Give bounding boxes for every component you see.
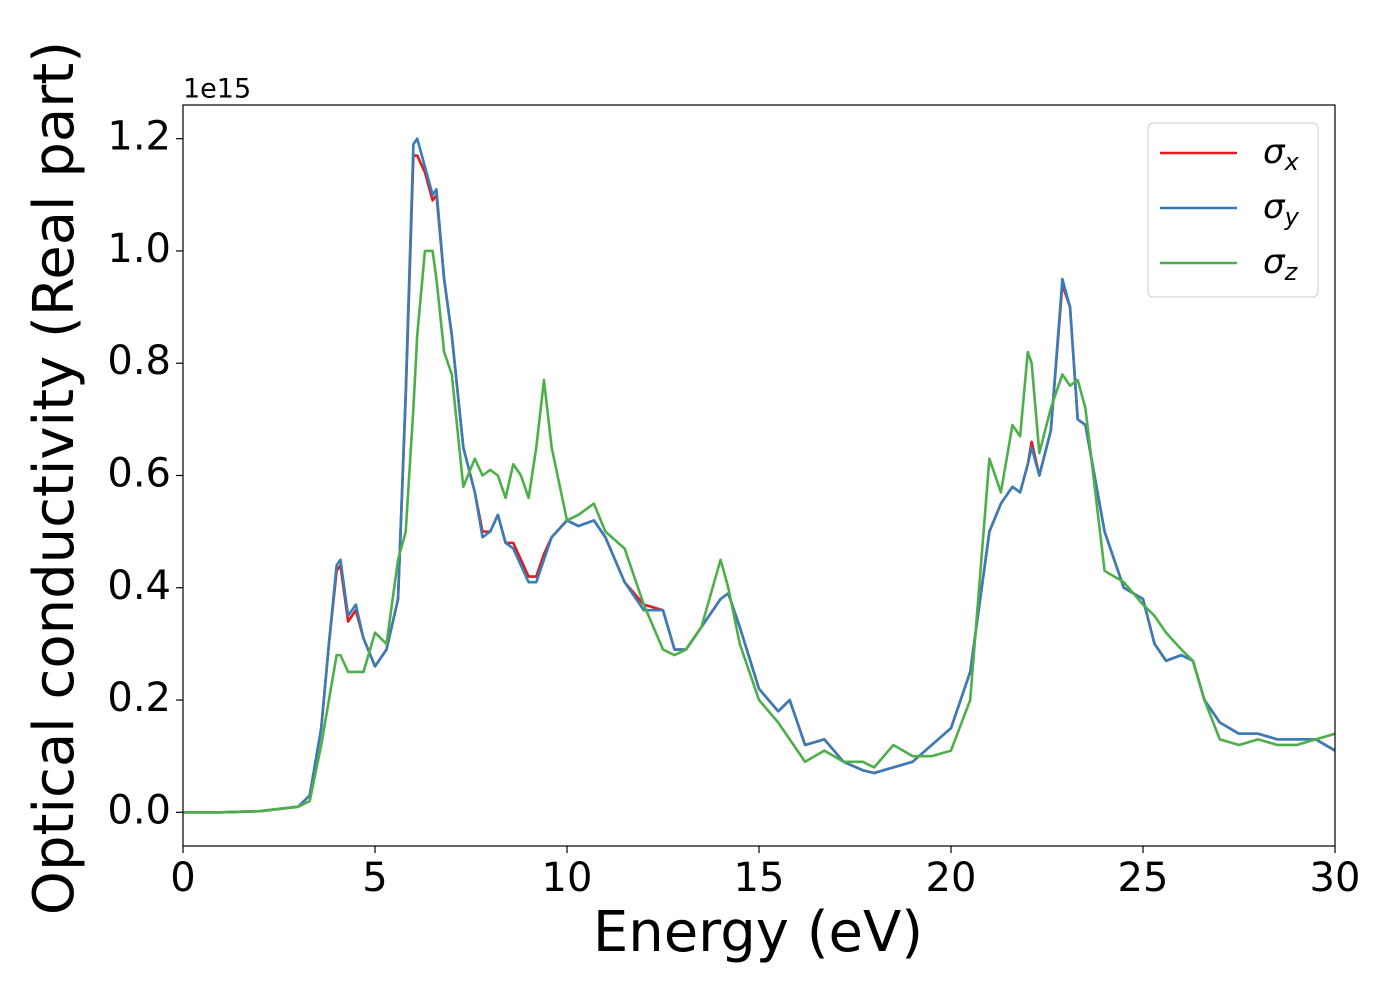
y-axis-label: Optical conductivity (Real part) <box>22 41 87 915</box>
y-tick-label: 0.8 <box>107 338 171 384</box>
x-tick-label: 10 <box>542 855 593 901</box>
y-tick-label: 0.2 <box>107 675 171 721</box>
y-tick-label: 1.0 <box>107 226 171 272</box>
x-tick-label: 0 <box>170 855 195 901</box>
y-tick-label: 1.2 <box>107 114 171 160</box>
legend-label: σz <box>1263 242 1299 287</box>
x-tick-label: 5 <box>362 855 387 901</box>
x-tick-label: 15 <box>734 855 785 901</box>
legend-label: σy <box>1263 187 1300 232</box>
offset-label: 1e15 <box>183 74 251 105</box>
x-axis-label: Energy (eV) <box>593 900 923 965</box>
series-line <box>183 249 1335 814</box>
legend-box <box>1147 122 1319 298</box>
plot-area <box>183 137 1335 814</box>
plot-frame <box>182 104 1336 847</box>
x-tick-label: 20 <box>926 855 977 901</box>
y-tick-label: 0.0 <box>107 787 171 833</box>
x-tick-label: 25 <box>1118 855 1169 901</box>
legend-label: σx <box>1263 132 1300 177</box>
y-tick-label: 0.6 <box>107 451 171 497</box>
y-tick-label: 0.4 <box>107 563 171 609</box>
x-tick-label: 30 <box>1310 855 1361 901</box>
